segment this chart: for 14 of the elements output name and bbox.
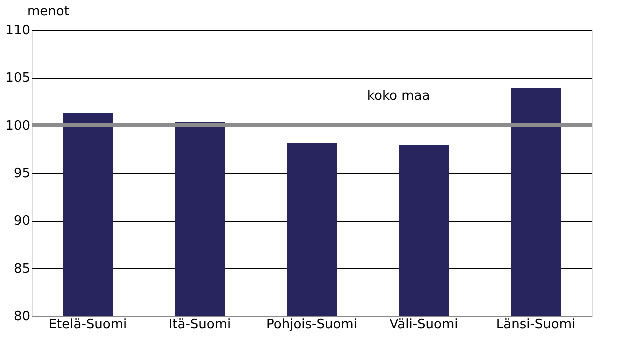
x-tick-label: Itä-Suomi [168,318,232,332]
y-tick-label: 95 [14,166,30,182]
x-tick-label: Pohjois-Suomi [266,318,358,332]
x-tick-label: Väli-Suomi [390,318,458,332]
y-tick-label: 100 [6,118,30,134]
y-axis-title: menot [28,4,70,20]
x-tick-label: Etelä-Suomi [48,318,128,332]
y-tick-label: 110 [6,24,30,38]
y-tick-label: 80 [14,310,30,324]
x-tick-label: Länsi-Suomi [496,318,576,332]
y-tick-label: 105 [6,71,30,86]
y-tick-label: 85 [14,262,30,277]
ref-line-label: koko maa [367,88,430,104]
y-tick-label: 90 [14,214,30,230]
